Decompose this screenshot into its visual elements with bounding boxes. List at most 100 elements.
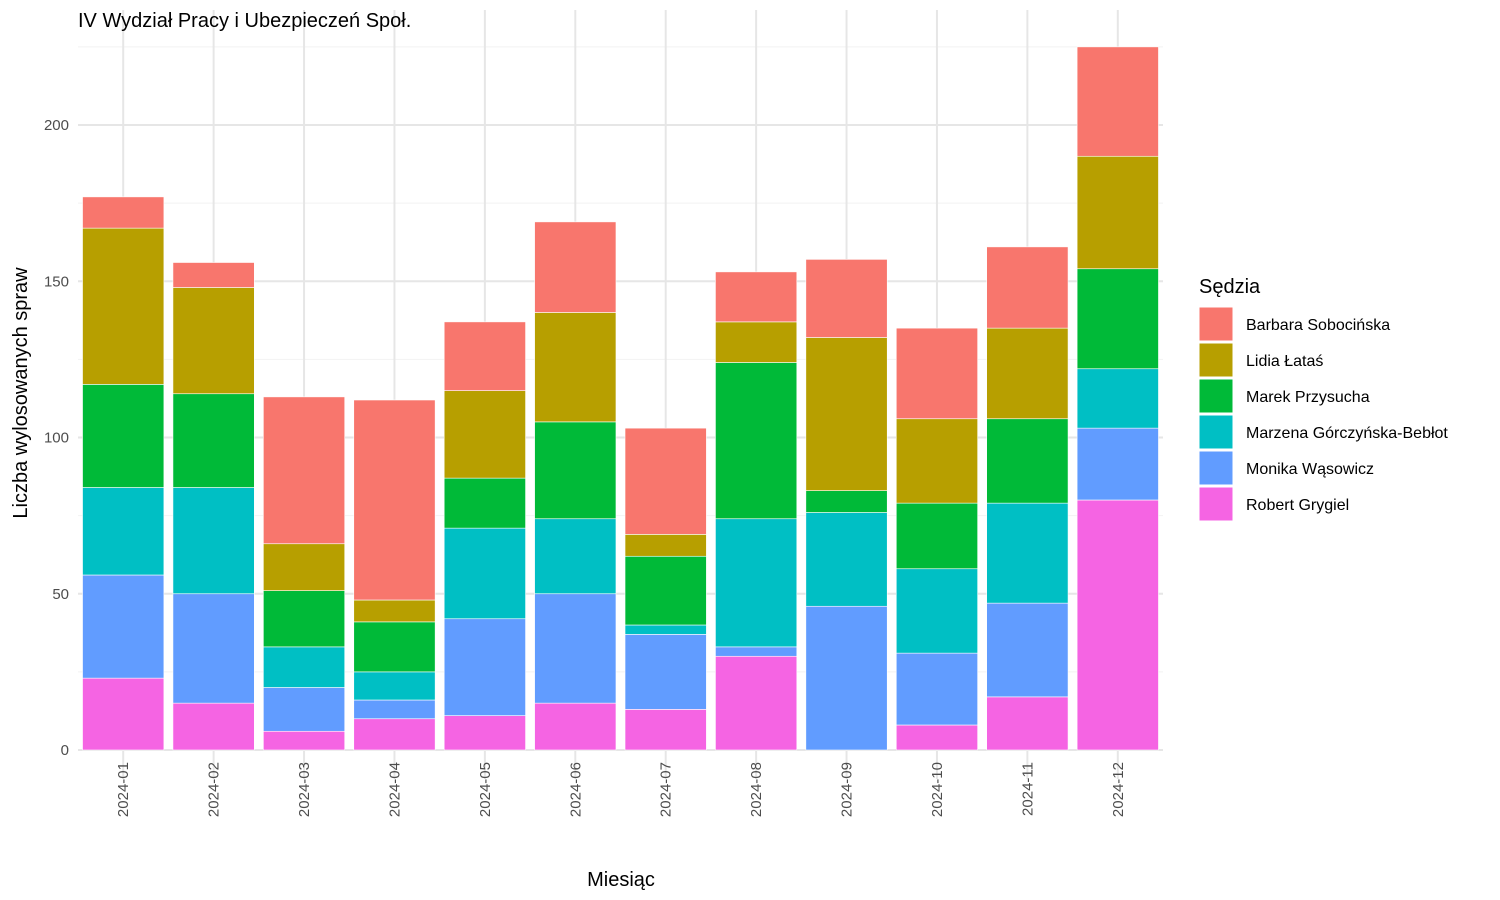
bar-segment	[172, 287, 255, 395]
x-tick-label: 2024-09	[839, 762, 856, 817]
bar-segment	[715, 271, 798, 323]
y-tick-label: 200	[44, 117, 69, 134]
bar-segment	[715, 518, 798, 648]
bar-segment	[534, 593, 617, 704]
bar-segment	[895, 568, 978, 654]
bar-segment	[895, 724, 978, 751]
x-axis-title: Miesiąc	[587, 869, 655, 891]
bar-segment	[534, 312, 617, 423]
bar-segment	[263, 543, 346, 591]
bar-segment	[263, 687, 346, 732]
bar-segment	[443, 321, 526, 391]
bar-segment	[534, 421, 617, 520]
bar-segment	[624, 624, 707, 635]
legend-title: Sędzia	[1199, 276, 1261, 298]
bar-segment	[805, 605, 888, 751]
x-tick-label: 2024-12	[1110, 762, 1127, 817]
bar-segment	[263, 730, 346, 751]
bar-segment	[353, 671, 436, 701]
bar-segment	[715, 655, 798, 751]
y-tick-label: 100	[44, 430, 69, 447]
bar-segment	[986, 502, 1069, 604]
bars	[82, 46, 1159, 751]
bar-segment	[624, 555, 707, 626]
y-tick-label: 150	[44, 273, 69, 290]
x-tick-label: 2024-03	[296, 762, 313, 817]
bar-segment	[624, 634, 707, 710]
bar-segment	[1076, 368, 1159, 429]
x-tick-label: 2024-07	[658, 762, 675, 817]
legend-label: Marek Przysucha	[1246, 389, 1370, 406]
x-tick-label: 2024-06	[567, 762, 584, 817]
bar-segment	[1076, 499, 1159, 751]
bar-segment	[443, 715, 526, 751]
legend-label: Marzena Górczyńska-Bebłot	[1246, 425, 1448, 442]
bar-segment	[443, 390, 526, 479]
legend-swatch	[1198, 450, 1234, 486]
bar-segment	[172, 593, 255, 704]
legend: Sędzia Barbara Sobocińska Lidia Łataś Mare…	[1198, 276, 1448, 522]
bar-segment	[1076, 427, 1159, 501]
bar-segment	[624, 427, 707, 535]
chart-title: IV Wydział Pracy i Ubezpieczeń Społ.	[78, 10, 411, 32]
bar-segment	[534, 518, 617, 595]
bar-segment	[172, 262, 255, 288]
bar-segment	[895, 327, 978, 420]
bar-segment	[353, 621, 436, 673]
bar-segment	[624, 534, 707, 557]
y-axis-title: Liczba wylosowanych spraw	[10, 267, 32, 519]
bar-segment	[443, 527, 526, 620]
bar-segment	[82, 677, 165, 751]
bar-segment	[172, 702, 255, 751]
bar-segment	[353, 599, 436, 623]
bar-segment	[986, 246, 1069, 329]
y-axis: 0 50 100 150 200	[44, 117, 69, 759]
legend-swatch	[1198, 306, 1234, 342]
bar-segment	[263, 590, 346, 648]
x-tick-label: 2024-10	[929, 762, 946, 817]
bar-segment	[805, 337, 888, 491]
bar-segment	[715, 321, 798, 363]
bar-segment	[986, 418, 1069, 504]
bar-segment	[534, 221, 617, 313]
x-axis: 2024-01 2024-02 2024-03 2024-04 2024-05 2024-…	[115, 762, 1127, 817]
bar-segment	[805, 490, 888, 513]
bar-segment	[715, 362, 798, 520]
bar-segment	[263, 646, 346, 688]
x-tick-label: 2024-11	[1019, 762, 1036, 816]
legend-swatch	[1198, 342, 1234, 378]
bar-segment	[82, 574, 165, 679]
x-tick-label: 2024-01	[115, 762, 132, 817]
legend-swatch	[1198, 378, 1234, 414]
bar-segment	[805, 259, 888, 338]
bar-segment	[986, 696, 1069, 751]
bar-segment	[82, 487, 165, 576]
bar-segment	[82, 196, 165, 229]
legend-label: Robert Grygiel	[1246, 497, 1349, 514]
bar-segment	[353, 718, 436, 751]
bar-segment	[986, 602, 1069, 698]
bar-segment	[263, 396, 346, 545]
x-tick-label: 2024-08	[748, 762, 765, 817]
bar-segment	[895, 502, 978, 570]
y-tick-label: 50	[52, 586, 69, 603]
legend-label: Monika Wąsowicz	[1246, 461, 1374, 478]
x-tick-label: 2024-04	[386, 762, 403, 817]
x-tick-label: 2024-02	[206, 762, 223, 817]
bar-segment	[805, 512, 888, 607]
bar-segment	[353, 699, 436, 720]
bar-segment	[82, 227, 165, 385]
bar-segment	[715, 646, 798, 657]
legend-label: Barbara Sobocińska	[1246, 317, 1390, 334]
bar-segment	[1076, 268, 1159, 370]
bar-segment	[443, 477, 526, 529]
bar-segment	[895, 418, 978, 504]
bar-segment	[534, 702, 617, 751]
legend-swatch	[1198, 486, 1234, 522]
legend-label: Lidia Łataś	[1246, 353, 1323, 370]
bar-segment	[895, 652, 978, 726]
bar-segment	[172, 487, 255, 595]
legend-swatch	[1198, 414, 1234, 450]
bar-segment	[82, 384, 165, 488]
